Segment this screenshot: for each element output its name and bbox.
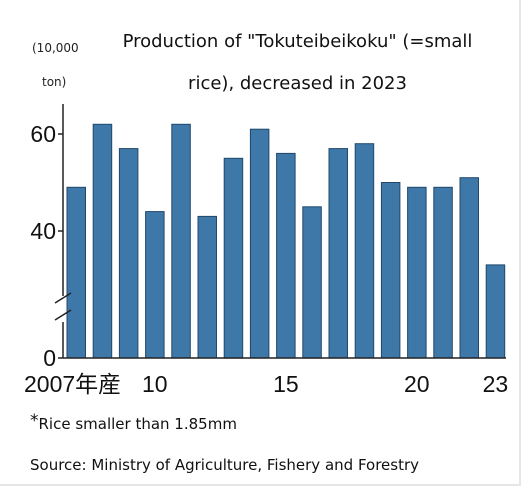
y-tick-label-40: 40 [30,218,56,244]
axis-break-mark-lower [54,309,72,321]
bar-2009 [118,148,139,359]
bar-2018 [354,143,375,359]
bar-2010 [145,211,165,359]
x-tick-label-2015: 15 [273,371,299,397]
bar-2007 [66,186,86,359]
bar-2016 [302,206,322,359]
bar-2020 [407,186,427,359]
bar-2015 [276,152,296,359]
x-tick-label-2020: 20 [404,371,430,397]
bar-2011 [171,123,191,359]
x-tick-label-2010: 10 [142,371,168,397]
source-note: Source: Ministry of Agriculture, Fishery… [30,456,420,474]
footnote: *Rice smaller than 1.85mm [30,411,237,434]
chart-title-line2: rice), decreased in 2023 [188,73,407,94]
bar-2023 [485,264,506,359]
y-axis-unit-line2: ton) [42,75,67,89]
footnote-asterisk: * [30,411,39,431]
bar-2022 [459,177,479,359]
footnote-text: Rice smaller than 1.85mm [38,415,237,433]
bar-2021 [433,186,453,359]
axis-break-mark-upper [54,292,72,304]
x-tick-label-2023: 23 [483,371,509,397]
bar-2012 [197,215,217,359]
y-tick-label-60: 60 [30,121,56,147]
bar-2008 [92,123,113,359]
bar-2013 [223,157,244,359]
bar-2014 [249,128,270,359]
chart-title-line1: Production of "Tokuteibeikoku" (=small [122,31,473,52]
bar-2019 [380,182,401,359]
bar-2017 [328,148,348,359]
y-tick-label-0: 0 [43,345,56,371]
x-tick-label-2007: 2007年産 [24,371,121,397]
y-axis-unit-line1: (10,000 [32,41,79,55]
